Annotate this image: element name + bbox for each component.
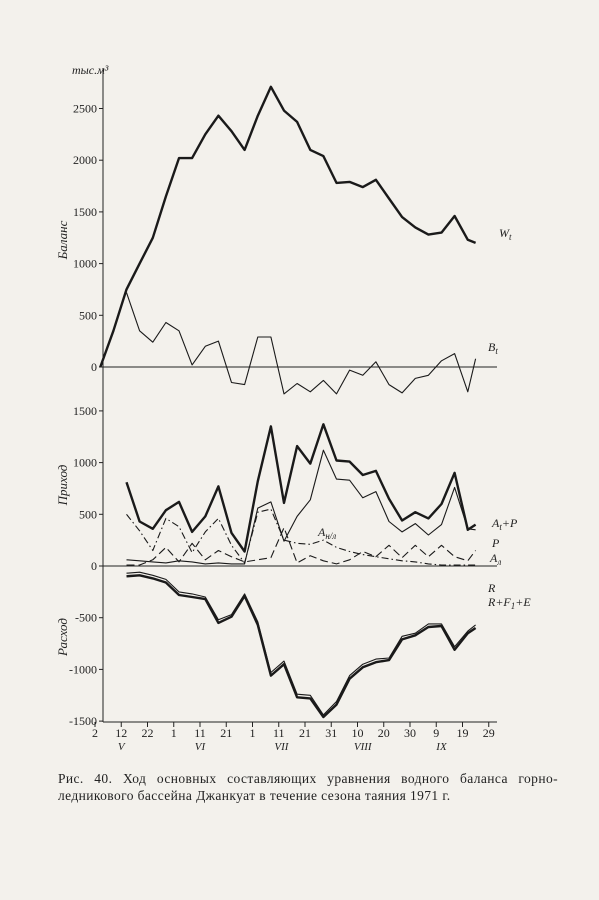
ytick-label: 0 xyxy=(91,360,97,374)
ytick-label: 2500 xyxy=(73,102,97,116)
xtick-label: 1 xyxy=(250,726,256,740)
xtick-label: 1 xyxy=(171,726,177,740)
label-wt: Wt xyxy=(499,226,512,242)
month-label: VIII xyxy=(354,741,373,753)
ylabel-balance: Баланс xyxy=(55,220,70,260)
xtick-label: 19 xyxy=(457,726,469,740)
label-bt: Bt xyxy=(488,340,498,356)
ytick-label: -1500 xyxy=(69,714,97,728)
ytick-label: 500 xyxy=(79,507,97,521)
xtick-label: 21 xyxy=(299,726,311,740)
tick-layer: 0 500 1000 1500 2000 2500 0 500 1000 1500 -500 -100… xyxy=(69,102,495,754)
ytick-label: 1000 xyxy=(73,456,97,470)
xtick-label: 10 xyxy=(352,726,364,740)
series-line-a-л xyxy=(126,527,477,566)
label-anl: Aн/л xyxy=(317,525,336,541)
ytick-label: 1500 xyxy=(73,404,97,418)
xtick-label: 22 xyxy=(142,726,154,740)
series-line-w-t xyxy=(99,85,477,368)
series-line-a-н-л xyxy=(126,508,476,566)
series-line-a-t-p xyxy=(125,423,477,553)
month-label: V xyxy=(118,741,126,753)
xtick-label: 31 xyxy=(325,726,337,740)
month-label: VI xyxy=(195,741,207,753)
ytick-label: 1000 xyxy=(73,257,97,271)
xtick-label: 20 xyxy=(378,726,390,740)
xtick-label: 11 xyxy=(273,726,285,740)
month-label: VII xyxy=(274,741,289,753)
ytick-label: 500 xyxy=(79,308,97,322)
xtick-label: 2 xyxy=(92,726,98,740)
series-line-r-f-1-e xyxy=(126,574,477,719)
series-line-r xyxy=(126,571,476,716)
ytick-label: -1000 xyxy=(69,662,97,676)
xtick-label: 9 xyxy=(433,726,439,740)
label-r: R xyxy=(487,581,496,595)
ytick-label: 1500 xyxy=(73,205,97,219)
xtick-label: 12 xyxy=(115,726,127,740)
series-layer xyxy=(99,85,477,719)
ylabel-outflow: Расход xyxy=(55,618,70,657)
xtick-label: 11 xyxy=(194,726,206,740)
label-atp: At+P xyxy=(491,516,518,532)
series-line-b-t xyxy=(125,292,477,395)
unit-label: тыс.м³ xyxy=(72,63,109,77)
ytick-label: 0 xyxy=(91,559,97,573)
figure-caption: Рис. 40. Ход основных составляющих уравн… xyxy=(58,771,558,803)
label-p: P xyxy=(491,536,500,550)
label-rfe: R+F1+E xyxy=(487,595,531,611)
xtick-label: 30 xyxy=(404,726,416,740)
xtick-label: 21 xyxy=(220,726,232,740)
month-label: IX xyxy=(435,741,448,753)
label-al: Aл xyxy=(489,551,501,567)
xtick-label: 29 xyxy=(483,726,495,740)
series-line-p xyxy=(126,449,476,565)
ytick-label: -500 xyxy=(75,611,97,625)
ylabel-income: Приход xyxy=(55,464,70,506)
ytick-label: 2000 xyxy=(73,153,97,167)
